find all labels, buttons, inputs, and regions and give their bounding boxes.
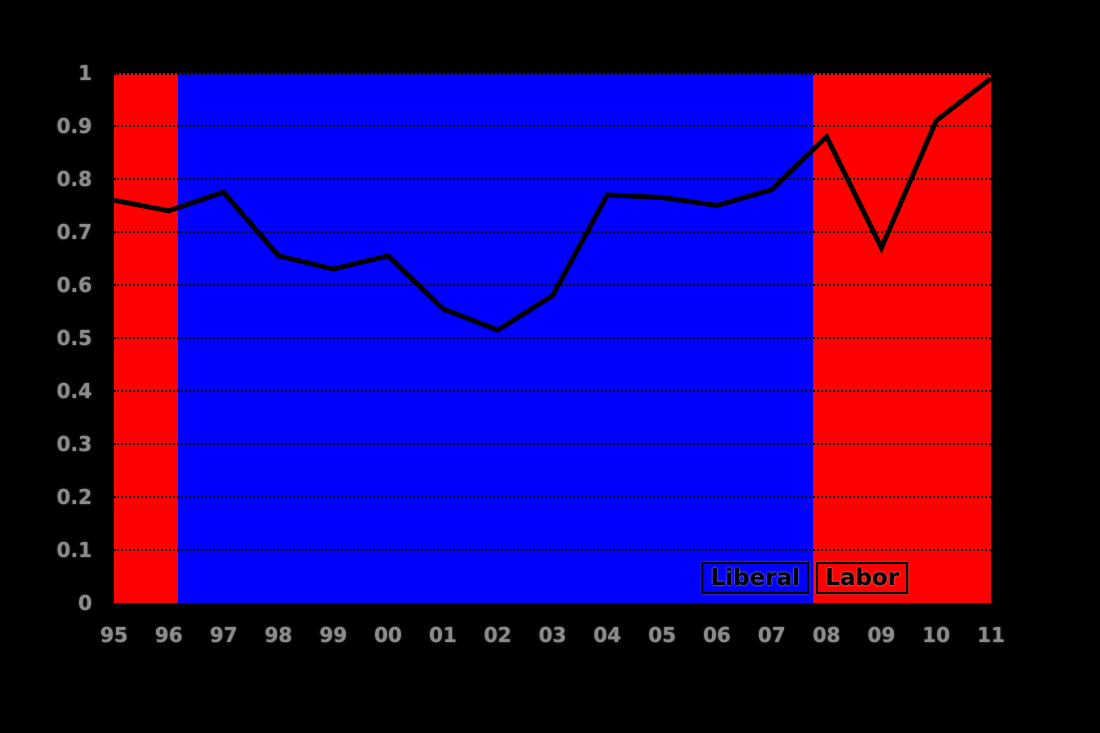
- annotation-labor: Labor: [816, 561, 909, 594]
- y-tick-label-0.8: 0.8: [56, 167, 92, 191]
- x-tick-label-99: 99: [319, 623, 348, 647]
- y-tick-label-0.6: 0.6: [56, 273, 92, 297]
- x-tick-label-03: 03: [538, 623, 567, 647]
- gridline-0.3: [114, 443, 991, 445]
- gridline-0.9: [114, 125, 991, 127]
- x-tick-label-11: 11: [977, 623, 1005, 647]
- y-tick-label-0.9: 0.9: [56, 114, 92, 138]
- x-tick-label-01: 01: [428, 623, 457, 647]
- x-tick-label-05: 05: [648, 623, 677, 647]
- x-tick-label-10: 10: [922, 623, 951, 647]
- gridline-0.1: [114, 549, 991, 551]
- x-tick-label-98: 98: [264, 623, 293, 647]
- annotation-liberal: Liberal: [701, 561, 809, 594]
- x-tick-label-08: 08: [812, 623, 841, 647]
- x-tick-label-96: 96: [154, 623, 183, 647]
- x-tick-label-97: 97: [209, 623, 238, 647]
- x-tick-label-02: 02: [483, 623, 512, 647]
- data-line: [114, 76, 991, 333]
- x-tick-label-00: 00: [374, 623, 402, 647]
- y-tick-label-0.3: 0.3: [56, 432, 92, 456]
- line-series: [114, 76, 991, 333]
- gridline-0.8: [114, 178, 991, 180]
- gridline-0.4: [114, 390, 991, 392]
- y-tick-label-0.7: 0.7: [56, 220, 92, 244]
- plot-area: Liberal Labor: [112, 71, 993, 605]
- gridline-1: [114, 73, 991, 75]
- y-tick-label-0: 0: [78, 591, 92, 615]
- y-tick-label-0.2: 0.2: [56, 485, 92, 509]
- y-tick-label-1: 1: [78, 61, 92, 85]
- y-axis: 0 0.1 0.2 0.3 0.4 0.5 0.6 0.7 0.8 0.9 1: [0, 0, 100, 733]
- x-tick-label-04: 04: [593, 623, 622, 647]
- x-tick-label-07: 07: [757, 623, 786, 647]
- x-tick-label-09: 09: [867, 623, 896, 647]
- x-tick-label-06: 06: [703, 623, 731, 647]
- y-tick-label-0.1: 0.1: [56, 538, 92, 562]
- y-tick-label-0.5: 0.5: [56, 326, 92, 350]
- gridline-0.2: [114, 496, 991, 498]
- gridline-0.7: [114, 231, 991, 233]
- gridline-0.6: [114, 284, 991, 286]
- y-tick-label-0.4: 0.4: [56, 379, 92, 403]
- x-tick-label-95: 95: [100, 623, 128, 647]
- gridline-0.5: [114, 337, 991, 339]
